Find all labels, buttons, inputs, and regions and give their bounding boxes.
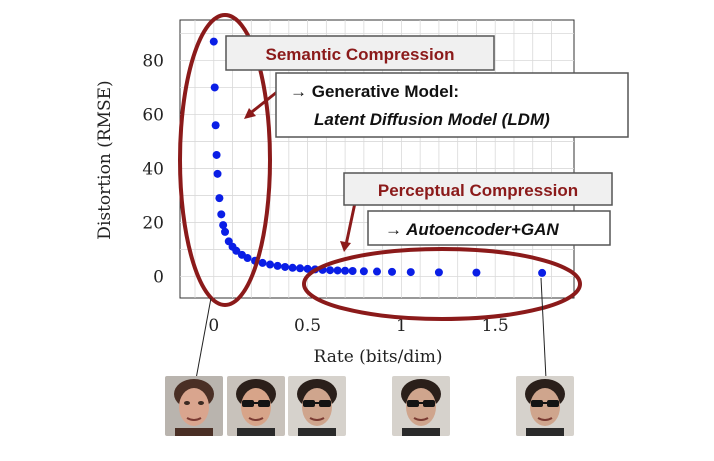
face-man-sunglasses-thumbnail-2 (288, 376, 346, 436)
data-point (221, 227, 230, 236)
perceptual-compression-box: Perceptual Compression (343, 172, 613, 206)
semantic-region-ellipse (178, 13, 272, 307)
data-point (281, 262, 290, 271)
generative-model-box: → Generative Model: Latent Diffusion Mod… (275, 72, 629, 138)
autoencoder-gan-box: → Autoencoder+GAN (367, 210, 611, 246)
y-tick-label: 0 (153, 267, 164, 287)
y-tick-label: 80 (142, 51, 164, 71)
data-point (219, 221, 228, 230)
data-point (232, 246, 241, 255)
data-point (215, 194, 224, 203)
face-woman-thumbnail-image (165, 376, 223, 436)
data-point (296, 264, 305, 273)
data-point (472, 268, 481, 277)
perceptual-arrow (344, 197, 358, 246)
data-point (359, 267, 368, 276)
perceptual-region-ellipse (302, 247, 582, 321)
svg-text:→ Generative Model:: → Generative Model: (290, 82, 459, 101)
data-point (258, 258, 267, 267)
face-man-sunglasses-thumbnail-1-image (227, 376, 285, 436)
data-point (273, 261, 282, 270)
y-axis-label: Distortion (RMSE) (95, 80, 115, 239)
data-point (348, 267, 357, 276)
x-tick-label: 1 (396, 316, 407, 336)
data-point (326, 266, 335, 275)
semantic-compression-box: Semantic Compression (225, 35, 495, 71)
perceptual-arrowhead (340, 241, 351, 252)
data-point (303, 264, 312, 273)
x-tick-label: 0.5 (294, 316, 321, 336)
svg-text:Semantic Compression: Semantic Compression (266, 45, 455, 64)
face-woman-thumbnail (165, 376, 223, 436)
svg-text:Latent Diffusion Model (LDM): Latent Diffusion Model (LDM) (314, 110, 550, 129)
data-point (388, 267, 397, 276)
face-man-sunglasses-thumbnail-1 (227, 376, 285, 436)
data-point (217, 210, 226, 219)
y-tick-label: 60 (142, 105, 164, 125)
sample-thumbnails (0, 376, 714, 446)
data-point (406, 268, 415, 277)
data-point (333, 266, 342, 275)
x-axis-label: Rate (bits/dim) (314, 347, 443, 367)
x-tick-label: 1.5 (482, 316, 509, 336)
data-point (538, 268, 547, 277)
face-man-sunglasses-thumbnail-3 (392, 376, 450, 436)
connector-line-right (540, 277, 547, 380)
x-axis-ticks: 0 0.5 1 1.5 (208, 316, 508, 336)
data-point (373, 267, 381, 276)
data-point (266, 260, 275, 269)
svg-text:→ Autoencoder+GAN: → Autoencoder+GAN (385, 220, 559, 239)
y-axis-ticks: 0 20 40 60 80 (142, 51, 164, 287)
data-point (288, 263, 297, 272)
semantic-arrowhead (244, 108, 256, 119)
connector-line-left (195, 297, 212, 380)
y-tick-label: 40 (142, 159, 164, 179)
face-man-sunglasses-thumbnail-3-image (392, 376, 450, 436)
face-man-sunglasses-thumbnail-4-image (516, 376, 574, 436)
data-point (341, 266, 350, 275)
data-point (213, 169, 222, 178)
face-man-sunglasses-thumbnail-4 (516, 376, 574, 436)
data-point (210, 83, 219, 92)
data-point (212, 150, 221, 159)
x-tick-label: 0 (208, 316, 219, 336)
data-point (211, 121, 220, 130)
y-tick-label: 20 (142, 213, 164, 233)
data-point (209, 37, 218, 46)
data-point (243, 254, 252, 263)
face-man-sunglasses-thumbnail-2-image (288, 376, 346, 436)
data-point (434, 268, 443, 277)
svg-text:Perceptual Compression: Perceptual Compression (378, 181, 578, 200)
